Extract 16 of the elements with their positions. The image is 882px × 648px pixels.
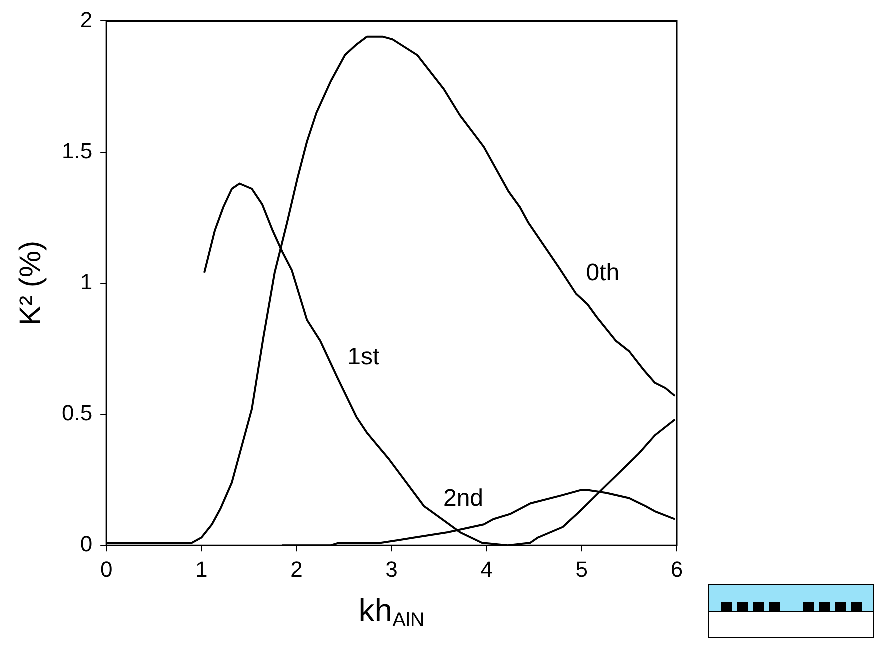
y-axis-title: K² (%) bbox=[14, 240, 48, 326]
x-tick-label: 4 bbox=[480, 556, 493, 582]
series-label: 2nd bbox=[443, 485, 484, 512]
y-tick-label: 1.5 bbox=[62, 138, 93, 164]
x-tick-label: 6 bbox=[670, 556, 684, 582]
series-label: 0th bbox=[586, 260, 620, 287]
series-label: 1st bbox=[348, 343, 380, 370]
y-tick-label: 0.5 bbox=[62, 400, 93, 426]
x-tick-label: 0 bbox=[100, 556, 113, 582]
x-tick-label: 5 bbox=[576, 556, 588, 582]
x-tick-label: 1 bbox=[196, 556, 208, 582]
y-tick-label: 1 bbox=[80, 269, 93, 294]
y-tick-label: 2 bbox=[80, 7, 93, 32]
x-tick-label: 2 bbox=[290, 556, 303, 582]
y-tick-label: 0 bbox=[80, 532, 93, 557]
x-tick-label: 3 bbox=[386, 556, 398, 582]
